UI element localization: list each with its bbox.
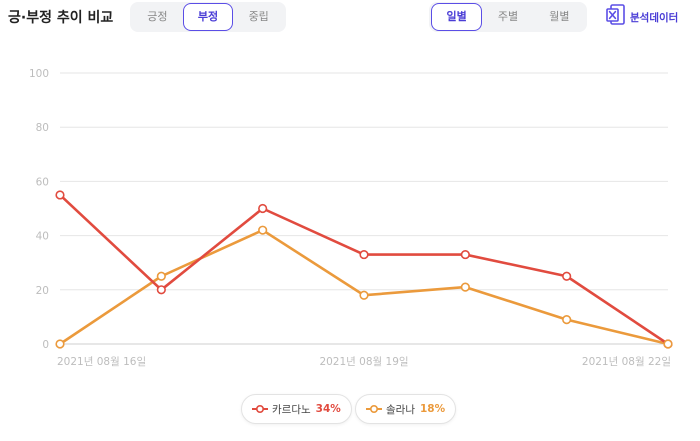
chart-legend: 카르다노 34% 솔라나 18% bbox=[0, 394, 700, 424]
data-point-s0-0 bbox=[55, 190, 65, 200]
data-point-s1-3 bbox=[359, 290, 369, 300]
y-tick-label-60: 60 bbox=[36, 176, 49, 188]
data-point-s1-6 bbox=[663, 339, 673, 349]
tab-daily[interactable]: 일별 bbox=[431, 3, 483, 31]
data-point-s1-1 bbox=[156, 271, 166, 281]
export-data-label: 분석데이터 bbox=[630, 11, 679, 24]
tab-weekly[interactable]: 주별 bbox=[497, 10, 519, 23]
chart-header: 긍·부정 추이 비교 긍정 부정 중립 일별 주별 월별 분석데이터 bbox=[0, 0, 700, 34]
sentiment-toggle: 긍정 부정 중립 bbox=[130, 2, 286, 32]
y-tick-label-40: 40 bbox=[36, 231, 49, 243]
data-point-s0-1 bbox=[156, 285, 166, 295]
data-point-s1-5 bbox=[562, 315, 572, 325]
legend-item-solana[interactable]: 솔라나 18% bbox=[355, 394, 457, 424]
page-title: 긍·부정 추이 비교 bbox=[8, 10, 114, 26]
tab-positive[interactable]: 긍정 bbox=[147, 10, 168, 23]
y-tick-label-100: 100 bbox=[29, 68, 49, 80]
series-line-1 bbox=[58, 228, 670, 346]
line-chart-svg: 0 20 40 60 80 100 2021년 08월 16일 2021년 08월 19일 20… bbox=[29, 68, 673, 368]
tab-negative[interactable]: 부정 bbox=[182, 3, 234, 31]
y-tick-label-0: 0 bbox=[42, 339, 49, 351]
data-point-s1-4 bbox=[460, 282, 470, 292]
tab-neutral[interactable]: 중립 bbox=[248, 10, 269, 23]
data-point-s0-3 bbox=[359, 249, 369, 260]
data-point-s1-2 bbox=[258, 225, 268, 235]
data-point-s0-2 bbox=[258, 203, 268, 214]
export-data-button[interactable]: 분석데이터 bbox=[606, 4, 679, 30]
data-point-s1-0 bbox=[55, 339, 65, 349]
legend-percent-solana: 18% bbox=[419, 403, 446, 415]
excel-icon bbox=[606, 4, 626, 30]
data-point-s0-5 bbox=[562, 271, 572, 281]
x-tick-label-3: 2021년 08월 19일 bbox=[319, 355, 408, 368]
y-tick-label-80: 80 bbox=[36, 122, 49, 134]
x-tick-label-6: 2021년 08월 22일 bbox=[582, 355, 671, 368]
legend-name-cardano: 카르다노 bbox=[272, 403, 311, 416]
line-chart: 0 20 40 60 80 100 2021년 08월 16일 2021년 08월 19일 20… bbox=[0, 40, 700, 380]
legend-percent-cardano: 34% bbox=[315, 403, 341, 415]
x-tick-label-0: 2021년 08월 16일 bbox=[57, 355, 146, 368]
y-tick-label-20: 20 bbox=[36, 285, 49, 297]
legend-marker-solana bbox=[366, 404, 382, 414]
legend-name-solana: 솔라나 bbox=[386, 403, 415, 416]
data-point-s0-4 bbox=[460, 249, 470, 260]
tab-monthly[interactable]: 월별 bbox=[549, 10, 570, 23]
legend-item-cardano[interactable]: 카르다노 34% bbox=[241, 394, 352, 424]
period-toggle: 일별 주별 월별 bbox=[429, 2, 587, 32]
legend-marker-cardano bbox=[252, 404, 268, 414]
